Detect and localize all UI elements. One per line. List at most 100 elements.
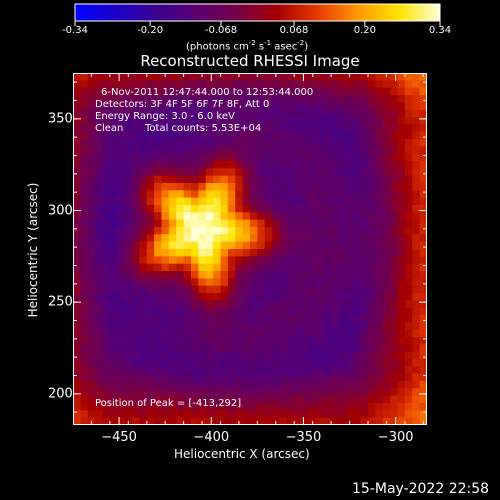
heatmap-cell — [161, 131, 170, 140]
heatmap-cell — [117, 168, 126, 177]
heatmap-cell — [412, 168, 421, 177]
heatmap-cell — [345, 241, 354, 250]
heatmap-cell — [323, 315, 332, 323]
heatmap-cell — [183, 256, 192, 265]
heatmap-cell — [235, 381, 244, 389]
heatmap-cell — [279, 300, 288, 309]
heatmap-cell — [109, 168, 118, 177]
heatmap-cell — [250, 278, 258, 287]
heatmap-cell — [168, 307, 177, 316]
heatmap-cell — [227, 322, 236, 331]
heatmap-cell — [338, 256, 347, 265]
heatmap-cell — [404, 153, 413, 162]
heatmap-cell — [220, 351, 229, 360]
heatmap-cell — [368, 417, 376, 425]
heatmap-cell — [242, 263, 251, 272]
heatmap-cell — [183, 329, 192, 338]
heatmap-cell — [412, 190, 421, 199]
heatmap-cell — [323, 344, 332, 353]
heatmap-cell — [257, 175, 266, 184]
heatmap-cell — [316, 73, 325, 81]
heatmap-cell — [360, 381, 369, 389]
heatmap-cell — [205, 117, 214, 125]
heatmap-cell — [309, 241, 317, 250]
heatmap-cell — [353, 241, 362, 250]
heatmap-cell — [294, 366, 303, 375]
heatmap-cell — [294, 388, 303, 397]
heatmap-cell — [390, 131, 399, 140]
heatmap-cell — [375, 300, 384, 309]
heatmap-cell — [205, 80, 214, 89]
heatmap-cell — [235, 168, 244, 177]
heatmap-cell — [227, 344, 236, 353]
heatmap-cell — [242, 124, 251, 133]
heatmap-cell — [161, 205, 170, 213]
heatmap-cell — [109, 95, 118, 103]
heatmap-cell — [242, 161, 251, 169]
heatmap-cell — [412, 351, 421, 360]
heatmap-cell — [154, 388, 163, 397]
heatmap-cell — [139, 278, 148, 287]
heatmap-cell — [279, 403, 288, 411]
heatmap-cell — [301, 80, 310, 89]
heatmap-cell — [242, 351, 251, 360]
heatmap-cell — [338, 337, 347, 345]
heatmap-cell — [176, 263, 185, 272]
heatmap-cell — [368, 256, 376, 265]
heatmap-cell — [375, 102, 384, 111]
heatmap-cell — [272, 403, 281, 411]
heatmap-cell — [146, 337, 155, 345]
heatmap-cell — [205, 161, 214, 169]
heatmap-cell — [80, 227, 89, 235]
colorbar-tick-label: 0.34 — [428, 25, 452, 36]
heatmap-cell — [213, 124, 222, 133]
heatmap-cell — [338, 219, 347, 228]
heatmap-cell — [183, 161, 192, 169]
heatmap-cell — [250, 146, 258, 155]
heatmap-cell — [397, 139, 406, 147]
heatmap-cell — [176, 241, 185, 250]
heatmap-cell — [250, 117, 258, 125]
heatmap-cell — [390, 395, 399, 404]
heatmap-cell — [220, 168, 229, 177]
heatmap-cell — [382, 234, 391, 243]
heatmap-cell — [360, 183, 369, 191]
heatmap-cell — [360, 234, 369, 243]
heatmap-cell — [272, 197, 281, 206]
heatmap-cell — [183, 271, 192, 279]
heatmap-cell — [73, 87, 81, 96]
heatmap-cell — [176, 410, 185, 419]
heatmap-cell — [102, 227, 111, 235]
heatmap-cell — [397, 168, 406, 177]
heatmap-cell — [205, 278, 214, 287]
heatmap-cell — [375, 388, 384, 397]
heatmap-cell — [87, 227, 96, 235]
heatmap-cell — [272, 359, 281, 367]
heatmap-cell — [154, 337, 163, 345]
heatmap-cell — [191, 256, 199, 265]
heatmap-cell — [390, 381, 399, 389]
heatmap-cell — [161, 234, 170, 243]
heatmap-cell — [345, 315, 354, 323]
heatmap-cell — [146, 183, 155, 191]
heatmap-cell — [338, 278, 347, 287]
heatmap-cell — [168, 351, 177, 360]
heatmap-cell — [368, 175, 376, 184]
heatmap-cell — [331, 395, 340, 404]
heatmap-cell — [242, 307, 251, 316]
heatmap-cell — [117, 403, 126, 411]
heatmap-cell — [191, 315, 199, 323]
heatmap-cell — [390, 256, 399, 265]
heatmap-cell — [154, 241, 163, 250]
heatmap-cell — [102, 388, 111, 397]
heatmap-cell — [353, 212, 362, 221]
heatmap-cell — [368, 329, 376, 338]
heatmap-cell — [191, 322, 199, 331]
heatmap-cell — [102, 161, 111, 169]
heatmap-cell — [397, 315, 406, 323]
heatmap-cell — [272, 109, 281, 118]
heatmap-cell — [146, 381, 155, 389]
heatmap-cell — [183, 249, 192, 257]
heatmap-cell — [331, 329, 340, 338]
heatmap-cell — [331, 87, 340, 96]
